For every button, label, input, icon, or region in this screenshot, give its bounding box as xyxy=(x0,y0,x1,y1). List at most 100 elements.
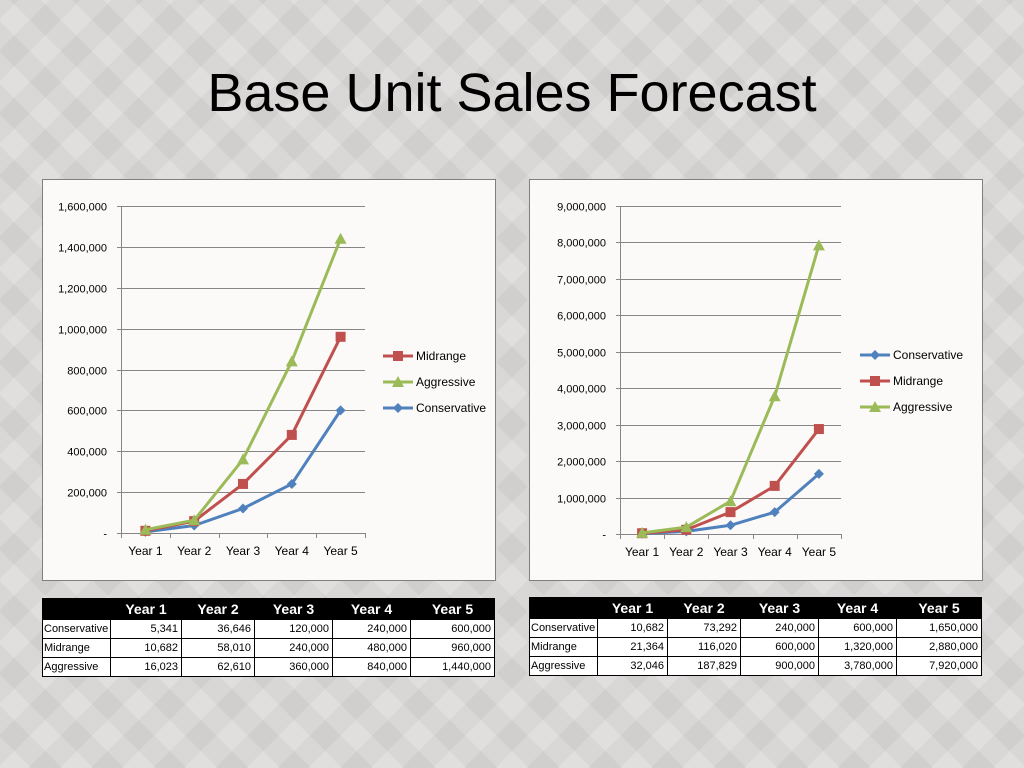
legend-marker-midrange xyxy=(870,376,880,386)
y-tick-label: 3,000,000 xyxy=(557,421,606,433)
series-line-aggressive xyxy=(641,244,821,535)
data-point-midrange xyxy=(813,424,824,435)
series-line-midrange xyxy=(145,336,342,533)
data-point-conservative xyxy=(238,503,248,514)
table-header-cell: Year 5 xyxy=(410,598,495,620)
data-point-aggressive xyxy=(285,355,298,367)
table-header-cell: Year 2 xyxy=(667,597,741,619)
x-tick-label: Year 2 xyxy=(669,545,704,559)
table-cell: 1,650,000 xyxy=(896,618,982,638)
x-tick-label: Year 1 xyxy=(128,544,163,558)
y-tick-label: 400,000 xyxy=(67,447,107,459)
x-tick-label: Year 5 xyxy=(802,545,837,559)
table-cell: 16,023 xyxy=(110,657,182,677)
data-point-midrange xyxy=(286,429,297,440)
table-cell: 840,000 xyxy=(332,657,411,677)
table-header-cell: Year 4 xyxy=(332,598,411,620)
table-header-row: Year 1 Year 2 Year 3 Year 4 Year 5 xyxy=(529,597,982,619)
table-cell: 900,000 xyxy=(740,656,819,676)
table-row-label: Conservative xyxy=(42,619,111,639)
chart-right: - 1,000,000 2,000,000 3,000,000 4,000,000 5,0… xyxy=(529,179,983,581)
y-tick-label: 1,200,000 xyxy=(58,284,107,296)
y-tick-label: 7,000,000 xyxy=(557,275,606,287)
data-point-aggressive xyxy=(812,239,825,251)
legend-marker-conservative xyxy=(393,403,403,413)
table-cell: 240,000 xyxy=(740,618,819,638)
series-line-midrange xyxy=(641,428,821,535)
table-cell: 240,000 xyxy=(254,638,333,658)
y-tick-label: 1,000,000 xyxy=(557,494,606,506)
table-cell: 600,000 xyxy=(818,618,897,638)
table-cell: 62,610 xyxy=(181,657,255,677)
table-cell: 240,000 xyxy=(332,619,411,639)
legend-marker-aggressive xyxy=(869,401,881,412)
x-tick-label: Year 1 xyxy=(625,545,660,559)
legend-label-conservative: Conservative xyxy=(416,401,486,415)
table-cell: 32,046 xyxy=(597,656,668,676)
table-cell: 600,000 xyxy=(740,637,819,657)
table-row-label: Midrange xyxy=(529,637,598,657)
table-header-cell: Year 3 xyxy=(254,598,333,620)
table-cell: 73,292 xyxy=(667,618,741,638)
table-row-label: Aggressive xyxy=(529,656,598,676)
y-tick-label: 2,000,000 xyxy=(557,457,606,469)
table-cell: 5,341 xyxy=(110,619,182,639)
table-row: Aggressive 32,046 187,829 900,000 3,780,… xyxy=(529,656,982,676)
chart-left-plot: - 200,000 400,000 600,000 800,000 1,000,000 1,… xyxy=(58,202,486,559)
data-point-aggressive xyxy=(724,495,737,507)
y-tick-label: 800,000 xyxy=(67,366,107,378)
legend-label-aggressive: Aggressive xyxy=(893,400,953,414)
chart-left: - 200,000 400,000 600,000 800,000 1,000,000 1,… xyxy=(42,179,496,581)
y-tick-label: 6,000,000 xyxy=(557,311,606,323)
table-row: Midrange 21,364 116,020 600,000 1,320,00… xyxy=(529,637,982,657)
data-table-left: Year 1 Year 2 Year 3 Year 4 Year 5 Conse… xyxy=(42,598,495,677)
table-header-corner xyxy=(529,597,598,619)
x-tick-label: Year 4 xyxy=(275,544,310,558)
data-point-aggressive xyxy=(334,232,347,244)
table-cell: 1,320,000 xyxy=(818,637,897,657)
table-cell: 36,646 xyxy=(181,619,255,639)
table-cell: 187,829 xyxy=(667,656,741,676)
data-point-conservative xyxy=(813,468,824,479)
table-header-cell: Year 1 xyxy=(597,597,668,619)
table-row: Conservative 5,341 36,646 120,000 240,00… xyxy=(42,619,495,639)
y-tick-label: 600,000 xyxy=(67,406,107,418)
table-row: Midrange 10,682 58,010 240,000 480,000 9… xyxy=(42,638,495,658)
table-row: Aggressive 16,023 62,610 360,000 840,000… xyxy=(42,657,495,677)
data-point-midrange xyxy=(335,331,346,342)
chart-right-plot: - 1,000,000 2,000,000 3,000,000 4,000,000 5,0… xyxy=(557,202,963,560)
data-point-conservative xyxy=(769,507,780,518)
x-tick-label: Year 4 xyxy=(758,545,793,559)
data-point-midrange xyxy=(725,507,736,518)
x-tick-label: Year 3 xyxy=(226,544,261,558)
data-point-aggressive xyxy=(188,514,201,526)
data-point-conservative xyxy=(725,520,736,531)
table-cell: 3,780,000 xyxy=(818,656,897,676)
table-header-cell: Year 4 xyxy=(818,597,897,619)
y-tick-label: 4,000,000 xyxy=(557,384,606,396)
table-row: Conservative 10,682 73,292 240,000 600,0… xyxy=(529,618,982,638)
table-cell: 120,000 xyxy=(254,619,333,639)
data-point-conservative xyxy=(286,478,297,489)
data-point-midrange xyxy=(238,478,248,489)
table-cell: 116,020 xyxy=(667,637,741,657)
table-cell: 2,880,000 xyxy=(896,637,982,657)
legend-label-conservative: Conservative xyxy=(893,348,963,362)
table-header-cell: Year 1 xyxy=(110,598,182,620)
table-cell: 7,920,000 xyxy=(896,656,982,676)
table-cell: 960,000 xyxy=(410,638,495,658)
y-tick-label: 1,000,000 xyxy=(58,325,107,337)
table-cell: 360,000 xyxy=(254,657,333,677)
slide-title: Base Unit Sales Forecast xyxy=(207,63,817,123)
y-tick-label: 1,600,000 xyxy=(58,202,107,214)
series-line-conservative xyxy=(145,409,342,534)
x-tick-label: Year 3 xyxy=(713,545,748,559)
table-cell: 21,364 xyxy=(597,637,668,657)
table-cell: 10,682 xyxy=(597,618,668,638)
table-row-label: Midrange xyxy=(42,638,111,658)
legend-marker-aggressive xyxy=(392,376,404,387)
data-point-aggressive xyxy=(680,521,693,533)
y-tick-label: 5,000,000 xyxy=(557,348,606,360)
data-point-midrange xyxy=(769,480,780,491)
data-point-aggressive xyxy=(768,390,781,402)
